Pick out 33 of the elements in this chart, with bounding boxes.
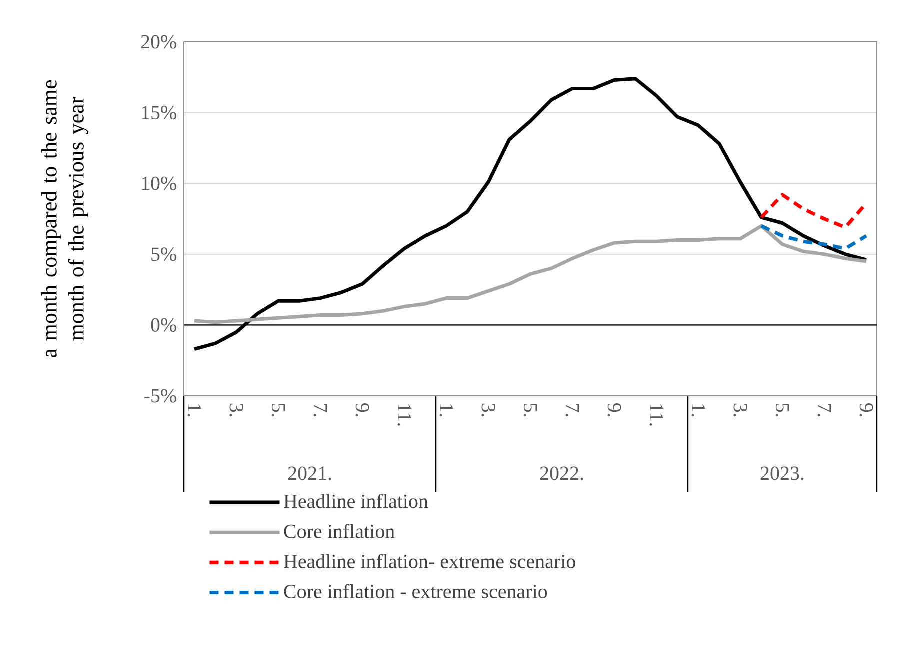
legend-label: Headline inflation- extreme scenario [284, 554, 576, 568]
x-tick-label: 11. [650, 404, 664, 426]
x-tick-label: 9. [356, 404, 370, 417]
x-tick-label: 3. [482, 404, 496, 417]
x-tick-label: 5. [272, 404, 286, 417]
x-tick-label: 9. [860, 404, 874, 417]
x-tick-label: 7. [566, 404, 580, 417]
x-tick-label: 3. [230, 404, 244, 417]
legend-label: Headline inflation [284, 494, 428, 508]
x-tick-label: 5. [524, 404, 538, 417]
x-tick-label: 1. [692, 404, 706, 417]
text: 2023. [760, 466, 804, 480]
line-series [192, 224, 868, 324]
line-series [760, 224, 868, 250]
x-tick-label: 5. [776, 404, 790, 417]
y-tick-label: 0% [151, 318, 176, 332]
x-tick-label: 1. [188, 404, 202, 417]
x-tick-label: 11. [398, 404, 412, 426]
x-tick-label: 7. [818, 404, 832, 417]
y-tick-label: 10% [142, 176, 176, 190]
y-tick-label: -5% [144, 389, 176, 403]
text: 2021. [288, 466, 332, 480]
text: 2022. [540, 466, 584, 480]
legend-label: Core inflation - extreme scenario [284, 584, 548, 598]
x-tick-label: 9. [608, 404, 622, 417]
y-tick-label: 5% [152, 248, 176, 262]
y-axis-title: a month compared to the same month of the previous year [41, 80, 88, 358]
y-tick-label: 15% [142, 106, 176, 120]
x-tick-label: 3. [734, 404, 748, 417]
legend-label: Core inflation [284, 524, 395, 538]
x-tick-label: 1. [440, 404, 454, 417]
x-tick-label: 7. [314, 404, 328, 417]
y-tick-label: 20% [141, 35, 176, 49]
